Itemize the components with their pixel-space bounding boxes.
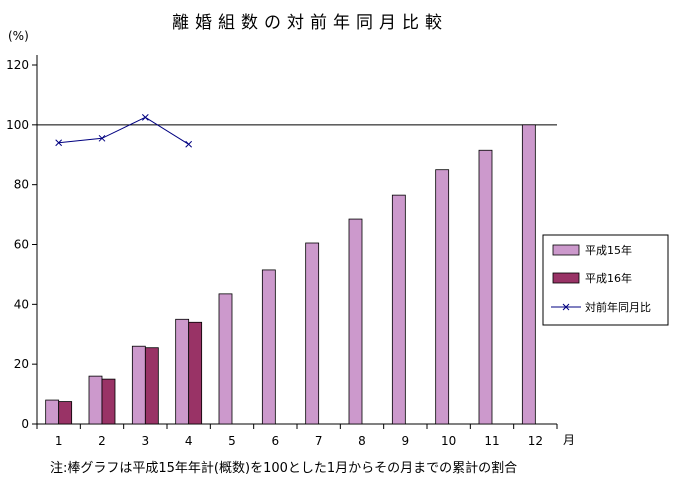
x-axis-unit-label: 月 (563, 433, 575, 447)
bar-平成15年-4 (175, 318, 190, 425)
point-marker-4 (185, 140, 193, 148)
legend-marker-対前年同月比 (562, 303, 570, 311)
bar-平成15年-6 (261, 269, 276, 425)
bar-平成15年-8 (348, 218, 363, 425)
x-tick-label: 11 (484, 434, 499, 448)
x-tick-label: 6 (272, 434, 280, 448)
bar-平成15年-11 (478, 149, 493, 425)
y-tick-label: 100 (6, 118, 29, 132)
x-tick-label: 9 (402, 434, 410, 448)
chart-title: 離婚組数の対前年同月比較 (172, 13, 448, 33)
series-line-対前年同月比 (58, 116, 189, 145)
x-tick-label: 5 (228, 434, 236, 448)
bar-平成15年-12 (521, 124, 536, 425)
bar-平成16年-3 (144, 347, 159, 425)
x-tick-label: 8 (358, 434, 366, 448)
x-tick-label: 2 (98, 434, 106, 448)
x-tick-label: 12 (528, 434, 543, 448)
x-tick-label: 3 (142, 434, 150, 448)
bar-平成16年-2 (101, 378, 116, 425)
x-tick-label: 10 (441, 434, 456, 448)
bar-平成15年-3 (131, 345, 146, 425)
bar-平成15年-5 (218, 293, 233, 425)
bar-平成16年-4 (188, 321, 203, 425)
bar-平成15年-1 (45, 399, 60, 425)
legend-label-対前年同月比: 対前年同月比 (585, 300, 651, 314)
y-axis-unit-label: (%) (8, 29, 29, 43)
y-tick-label: 60 (14, 238, 29, 252)
bar-平成16年-1 (58, 401, 73, 425)
x-tick-label: 1 (55, 434, 63, 448)
y-tick-label: 80 (14, 178, 29, 192)
point-marker-2 (98, 134, 106, 142)
bar-平成15年-7 (305, 242, 320, 425)
bar-平成15年-9 (391, 194, 406, 425)
y-tick-label: 40 (14, 297, 29, 311)
bar-平成15年-2 (88, 375, 103, 425)
x-tick-label: 4 (185, 434, 193, 448)
x-tick-label: 7 (315, 434, 323, 448)
legend-swatch-平成15年 (552, 244, 580, 256)
chart-note: 注:棒グラフは平成15年年計(概数)を100とした1月からその月までの累計の割合 (50, 460, 517, 476)
point-marker-1 (55, 139, 63, 147)
y-tick-label: 120 (6, 58, 29, 72)
legend-label-平成16年: 平成16年 (585, 271, 632, 285)
bar-平成15年-10 (435, 169, 450, 425)
legend-swatch-平成16年 (552, 272, 580, 284)
y-tick-label: 0 (21, 417, 29, 431)
point-marker-3 (141, 114, 149, 121)
legend-label-平成15年: 平成15年 (585, 243, 632, 257)
y-tick-label: 20 (14, 357, 29, 371)
